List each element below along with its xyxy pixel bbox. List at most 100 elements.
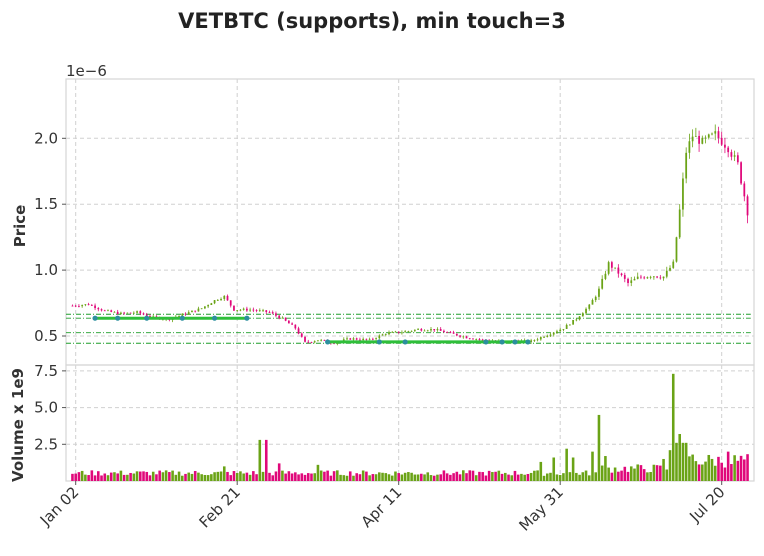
volume-bar	[74, 473, 77, 481]
volume-bar	[84, 474, 87, 481]
candle-body	[417, 329, 419, 330]
volume-bar	[555, 474, 559, 481]
candle-body	[107, 310, 109, 312]
support-touch-marker	[325, 339, 331, 345]
volume-bar	[659, 465, 662, 481]
candle-body	[129, 312, 132, 314]
candle-body	[313, 341, 316, 343]
volume-bar	[332, 471, 336, 481]
volume-bar	[713, 465, 717, 481]
volume-tick-label: 2.5	[34, 435, 58, 453]
candle-body	[701, 137, 704, 144]
candle-body	[223, 295, 226, 299]
candle-body	[685, 152, 688, 179]
candle-body	[210, 303, 213, 306]
candle-body	[371, 338, 374, 340]
volume-bar	[636, 464, 640, 481]
volume-bar	[210, 474, 213, 481]
volume-bar	[681, 442, 685, 481]
volume-bar	[87, 475, 90, 481]
candle-body	[71, 305, 74, 307]
candle-body	[346, 338, 348, 340]
volume-bar	[491, 472, 494, 481]
candle-body	[478, 339, 481, 340]
candle-body	[123, 312, 126, 314]
candle-body	[475, 339, 478, 340]
volume-bar	[100, 475, 103, 481]
volume-bar	[387, 474, 391, 481]
volume-bar	[116, 473, 119, 481]
volume-bar	[726, 451, 730, 481]
support-touch-marker	[92, 315, 98, 321]
volume-bar	[416, 474, 420, 481]
volume-bar	[452, 473, 455, 481]
candle-body	[433, 329, 436, 331]
volume-bar	[119, 470, 123, 481]
volume-bar	[691, 454, 694, 481]
volume-bar	[617, 471, 620, 481]
volume-bar	[135, 471, 139, 481]
volume-bar	[575, 472, 578, 481]
volume-bar	[413, 474, 417, 481]
volume-bar	[562, 473, 565, 481]
candle-body	[78, 306, 80, 307]
support-touch-marker	[211, 315, 218, 321]
candle-body	[391, 331, 394, 333]
candle-body	[278, 315, 281, 319]
candle-body	[672, 261, 675, 268]
support-touch-marker	[499, 339, 505, 345]
volume-bar	[384, 473, 388, 481]
volume-bar	[704, 461, 707, 481]
candle-body	[359, 339, 361, 341]
candle-body	[636, 276, 639, 279]
volume-bar	[264, 439, 268, 481]
volume-bar	[242, 473, 245, 481]
candle-body	[184, 313, 187, 315]
volume-panel-frame	[65, 364, 755, 482]
volume-bar	[329, 475, 333, 481]
volume-bar	[701, 464, 704, 481]
candle-body	[197, 308, 200, 312]
candle-body	[688, 141, 691, 153]
volume-bar	[187, 472, 191, 481]
candle-body	[568, 324, 571, 326]
volume-bar	[336, 470, 339, 481]
volume-bar	[277, 463, 281, 481]
candle-body	[294, 324, 297, 329]
candle-body	[365, 338, 368, 340]
candle-body	[242, 308, 245, 310]
price-tick-label: 1.0	[34, 261, 58, 279]
candle-body	[100, 309, 103, 311]
volume-bar	[300, 473, 304, 481]
candle-body	[84, 304, 87, 306]
volume-bar	[213, 472, 216, 481]
volume-bar	[484, 475, 488, 481]
volume-bar	[536, 470, 539, 481]
volume-bar	[717, 456, 720, 481]
volume-bar	[171, 470, 174, 481]
candle-body	[720, 137, 723, 145]
volume-bar	[552, 457, 556, 481]
candle-body	[588, 304, 591, 309]
candle-body	[90, 305, 93, 306]
x-tick-label: Apr 11	[358, 483, 406, 531]
volume-bar	[678, 434, 681, 481]
volume-bar	[481, 472, 484, 481]
volume-bar	[620, 470, 623, 481]
candle-body	[216, 300, 219, 301]
volume-bar	[200, 474, 203, 481]
candle-body	[145, 314, 148, 317]
candle-body	[659, 277, 662, 279]
volume-bar	[545, 473, 549, 481]
candle-body	[740, 162, 742, 184]
volume-bar	[629, 466, 633, 481]
volume-bar	[445, 473, 449, 481]
volume-bar	[348, 471, 352, 481]
candle-body	[110, 310, 113, 312]
volume-bar	[604, 456, 607, 481]
volume-bar	[97, 471, 100, 481]
volume-bar	[161, 472, 165, 481]
volume-bar	[468, 470, 472, 481]
candle-body	[598, 288, 600, 297]
volume-bar	[355, 473, 358, 481]
